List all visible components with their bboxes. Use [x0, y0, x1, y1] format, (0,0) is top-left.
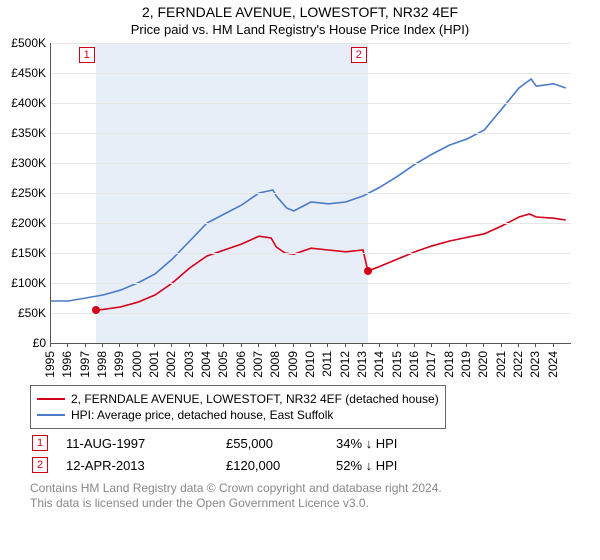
y-tick-label: £350K — [11, 126, 46, 140]
x-tick-label: 2004 — [199, 351, 213, 378]
gridline — [51, 103, 571, 104]
title-block: 2, FERNDALE AVENUE, LOWESTOFT, NR32 4EF … — [0, 0, 600, 37]
x-tick-label: 2016 — [407, 351, 421, 378]
x-tick-label: 1996 — [60, 351, 74, 378]
x-tick-label: 2021 — [494, 351, 508, 378]
legend-label: HPI: Average price, detached house, East… — [71, 408, 333, 422]
sales-table: 1 11-AUG-1997£55,00034% ↓ HPI 2 12-APR-2013… — [30, 435, 592, 473]
gridline — [51, 163, 571, 164]
x-tick-label: 2005 — [216, 351, 230, 378]
x-tick-label: 2017 — [424, 351, 438, 378]
legend-swatch — [37, 414, 65, 416]
x-tick-label: 1998 — [95, 351, 109, 378]
y-tick-label: £500K — [11, 36, 46, 50]
y-tick-label: £0 — [33, 336, 46, 350]
x-tick-label: 2018 — [442, 351, 456, 378]
x-tick-label: 2012 — [338, 351, 352, 378]
gridline — [51, 73, 571, 74]
gridline — [51, 133, 571, 134]
x-tick-label: 2024 — [546, 351, 560, 378]
y-tick-label: £400K — [11, 96, 46, 110]
y-tick-label: £250K — [11, 186, 46, 200]
x-tick-label: 2001 — [147, 351, 161, 378]
sale-date: 12-APR-2013 — [66, 458, 226, 473]
sale-row: 1 11-AUG-1997£55,00034% ↓ HPI — [32, 435, 592, 451]
x-tick-label: 2006 — [234, 351, 248, 378]
x-tick-label: 2000 — [130, 351, 144, 378]
legend-swatch — [37, 398, 65, 400]
legend-row: 2, FERNDALE AVENUE, LOWESTOFT, NR32 4EF … — [37, 392, 439, 406]
x-tick-label: 2003 — [182, 351, 196, 378]
gridline — [51, 193, 571, 194]
sale-price: £55,000 — [226, 436, 336, 451]
x-tick-label: 2007 — [251, 351, 265, 378]
x-tick-label: 2014 — [372, 351, 386, 378]
x-tick-label: 2022 — [511, 351, 525, 378]
sale-date: 11-AUG-1997 — [66, 436, 226, 451]
y-tick-label: £300K — [11, 156, 46, 170]
x-tick-label: 1997 — [78, 351, 92, 378]
chart-title: 2, FERNDALE AVENUE, LOWESTOFT, NR32 4EF — [0, 4, 600, 20]
x-tick-label: 2008 — [268, 351, 282, 378]
sale-hpi-diff: 34% ↓ HPI — [336, 436, 456, 451]
x-tick-label: 1999 — [112, 351, 126, 378]
gridline — [51, 253, 571, 254]
gridline — [51, 223, 571, 224]
x-tick-label: 1995 — [43, 351, 57, 378]
gridline — [51, 283, 571, 284]
sale-marker-box: 1 — [79, 47, 95, 63]
x-tick-label: 2019 — [459, 351, 473, 378]
sale-marker-box: 2 — [351, 47, 367, 63]
gridline — [51, 313, 571, 314]
footer-line-2: This data is licensed under the Open Gov… — [30, 496, 592, 511]
y-tick-label: £200K — [11, 216, 46, 230]
chart-subtitle: Price paid vs. HM Land Registry's House … — [0, 22, 600, 37]
sale-price: £120,000 — [226, 458, 336, 473]
x-tick-label: 2002 — [164, 351, 178, 378]
gridline — [51, 43, 571, 44]
x-axis: 1995199619971998199920002001200220032004… — [50, 345, 570, 385]
y-tick-label: £150K — [11, 246, 46, 260]
sale-marker-dot — [364, 267, 372, 275]
x-tick-label: 2020 — [476, 351, 490, 378]
x-tick-label: 2010 — [303, 351, 317, 378]
footer: Contains HM Land Registry data © Crown c… — [30, 481, 592, 511]
legend-area: 2, FERNDALE AVENUE, LOWESTOFT, NR32 4EF … — [30, 385, 592, 473]
x-tick-label: 2009 — [286, 351, 300, 378]
x-tick-label: 2015 — [390, 351, 404, 378]
legend-box: 2, FERNDALE AVENUE, LOWESTOFT, NR32 4EF … — [30, 385, 446, 429]
footer-line-1: Contains HM Land Registry data © Crown c… — [30, 481, 592, 496]
sale-row-marker: 1 — [32, 435, 48, 451]
sale-hpi-diff: 52% ↓ HPI — [336, 458, 456, 473]
plot-area: 12 — [50, 43, 571, 344]
legend-row: HPI: Average price, detached house, East… — [37, 408, 439, 422]
y-tick-label: £50K — [18, 306, 46, 320]
x-tick-label: 2023 — [528, 351, 542, 378]
y-tick-label: £100K — [11, 276, 46, 290]
sale-marker-dot — [92, 306, 100, 314]
chart: £0 £50K £100K £150K £200K £250K £300K £350K £400… — [4, 43, 574, 383]
y-axis: £0£50K£100K£150K£200K£250K£300K£350K£400… — [4, 43, 48, 343]
legend-label: 2, FERNDALE AVENUE, LOWESTOFT, NR32 4EF … — [71, 392, 439, 406]
sale-row: 2 12-APR-2013£120,00052% ↓ HPI — [32, 457, 592, 473]
x-tick-label: 2013 — [355, 351, 369, 378]
sale-row-marker: 2 — [32, 457, 48, 473]
y-tick-label: £450K — [11, 66, 46, 80]
x-tick-label: 2011 — [320, 351, 334, 377]
